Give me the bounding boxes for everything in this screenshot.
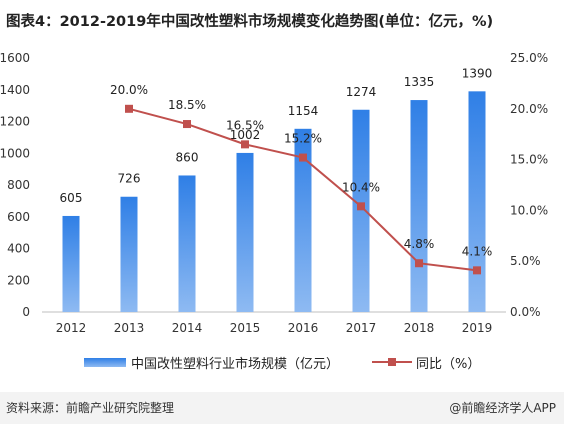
y-left-tick-label: 1400	[0, 83, 30, 97]
line-series	[125, 104, 481, 275]
y-left-tick-label: 0	[22, 305, 30, 319]
y-right-tick-label: 0.0%	[510, 305, 541, 319]
bar	[178, 175, 196, 312]
x-tick-label: 2014	[172, 321, 203, 335]
y-left-tick-label: 800	[7, 178, 30, 192]
bar	[62, 215, 80, 312]
y-left-tick-label: 1000	[0, 146, 30, 160]
line-value-label: 15.2%	[284, 132, 322, 146]
line-value-label: 4.8%	[404, 237, 435, 251]
bar	[236, 152, 254, 312]
legend-bar-swatch	[84, 358, 126, 367]
y-left-tick-label: 600	[7, 210, 30, 224]
y-left-tick-label: 1200	[0, 115, 30, 129]
line-point	[473, 266, 481, 275]
legend: 中国改性塑料行业市场规模（亿元） 同比（%）	[84, 356, 480, 372]
bar	[294, 128, 312, 312]
bar-series	[62, 91, 486, 313]
line-point	[183, 120, 191, 129]
x-tick-label: 2017	[346, 321, 377, 335]
x-tick-label: 2015	[230, 321, 261, 335]
line-point	[125, 104, 133, 113]
legend-bar-label: 中国改性塑料行业市场规模（亿元）	[131, 356, 339, 372]
data-labels: 605 726 860 1002 1154 1274 1335 1390 20.0% 18.5% 1…	[60, 66, 493, 258]
y-right-tick-label: 5.0%	[510, 254, 541, 268]
source-text: 资料来源：前瞻产业研究院整理	[6, 401, 175, 415]
bar-value-label: 1002	[230, 128, 261, 142]
chart-title: 图表4：2012-2019年中国改性塑料市场规模变化趋势图(单位：亿元，%)	[6, 14, 494, 30]
x-tick-label: 2016	[288, 321, 319, 335]
line-point	[241, 140, 249, 149]
x-tick-label: 2012	[56, 321, 87, 335]
bar-value-label: 1154	[288, 104, 319, 118]
y-right-tick-label: 15.0%	[510, 153, 548, 167]
legend-line-label: 同比（%）	[416, 357, 480, 372]
footer-bar	[0, 392, 564, 424]
x-tick-label: 2013	[114, 321, 145, 335]
line-point	[357, 202, 365, 211]
bar-value-label: 860	[176, 150, 199, 164]
y-left-tick-label: 200	[7, 273, 30, 287]
bar-value-label: 605	[60, 191, 83, 205]
bar	[120, 196, 138, 312]
line-value-label: 18.5%	[168, 98, 206, 112]
brand-text: @前瞻经济学人APP	[449, 401, 556, 415]
bar	[468, 91, 486, 313]
y-right-tick-label: 10.0%	[510, 203, 548, 217]
line-point	[299, 153, 307, 162]
line-value-label: 10.4%	[342, 180, 380, 194]
bar-value-label: 726	[118, 172, 141, 186]
x-tick-label: 2018	[404, 321, 435, 335]
y-left-tick-label: 400	[7, 242, 30, 256]
bar-value-label: 1335	[404, 75, 435, 89]
y-right-tick-label: 25.0%	[510, 51, 548, 65]
line-point	[415, 259, 423, 268]
line-value-label: 16.5%	[226, 118, 264, 132]
x-tick-label: 2019	[462, 321, 493, 335]
bar-value-label: 1390	[462, 66, 493, 80]
y-right-tick-label: 20.0%	[510, 102, 548, 116]
axes: 0 200 400 600 800 1000 1200 1400 1600 0.0% 5.0% 10.…	[0, 51, 548, 335]
line-value-label: 20.0%	[110, 83, 148, 97]
line-value-label: 4.1%	[462, 244, 493, 258]
bar-value-label: 1274	[346, 85, 377, 99]
bar	[410, 100, 428, 312]
y-left-tick-label: 1600	[0, 51, 30, 65]
bar	[352, 109, 370, 312]
legend-line-marker	[388, 358, 396, 366]
